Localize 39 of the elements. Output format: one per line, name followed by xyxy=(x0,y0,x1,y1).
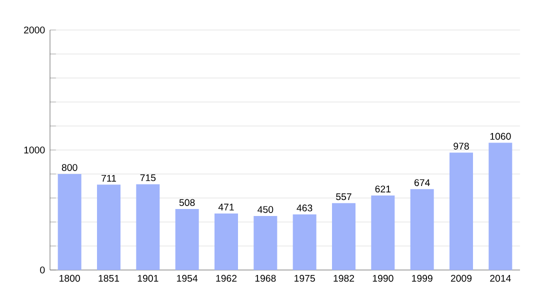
data-label: 471 xyxy=(218,204,234,210)
bar xyxy=(292,214,316,270)
x-tick-label: 2014 xyxy=(490,274,511,282)
bar xyxy=(450,152,474,270)
y-tick-label: 2000 xyxy=(24,26,45,34)
bar xyxy=(332,203,356,270)
x-tick-label: 1800 xyxy=(60,274,80,282)
x-tick-label: 1968 xyxy=(255,274,276,282)
x-tick-label: 1982 xyxy=(334,274,354,282)
data-label: 557 xyxy=(336,193,352,200)
x-tick-label: 1954 xyxy=(177,274,198,282)
bar xyxy=(97,184,120,270)
data-label: 978 xyxy=(454,142,469,150)
bar xyxy=(175,209,199,270)
x-tick-label: 1975 xyxy=(294,274,315,282)
data-label: 621 xyxy=(375,186,391,192)
x-tick-label: 1901 xyxy=(138,274,158,282)
x-tick-label: 1851 xyxy=(98,274,120,282)
data-label: 463 xyxy=(296,204,312,212)
data-label: 711 xyxy=(102,174,116,182)
data-label: 800 xyxy=(62,164,78,171)
data-label: 508 xyxy=(179,199,195,206)
x-tick-label: 1962 xyxy=(216,274,237,282)
bar xyxy=(254,216,278,270)
y-tick-label: 0 xyxy=(40,266,45,274)
data-label: 715 xyxy=(140,174,156,182)
bar xyxy=(371,195,395,270)
bar xyxy=(410,189,434,270)
data-label: 1060 xyxy=(490,132,511,140)
data-label: 674 xyxy=(414,179,430,186)
bar xyxy=(488,142,512,270)
bar xyxy=(214,213,238,270)
x-tick-label: 1999 xyxy=(412,274,432,282)
y-tick-label: 1000 xyxy=(24,146,45,154)
bar xyxy=(58,174,82,270)
data-label: 450 xyxy=(258,206,274,213)
x-tick-label: 2009 xyxy=(450,274,472,282)
bar xyxy=(136,184,160,270)
x-tick-label: 1990 xyxy=(372,274,394,282)
